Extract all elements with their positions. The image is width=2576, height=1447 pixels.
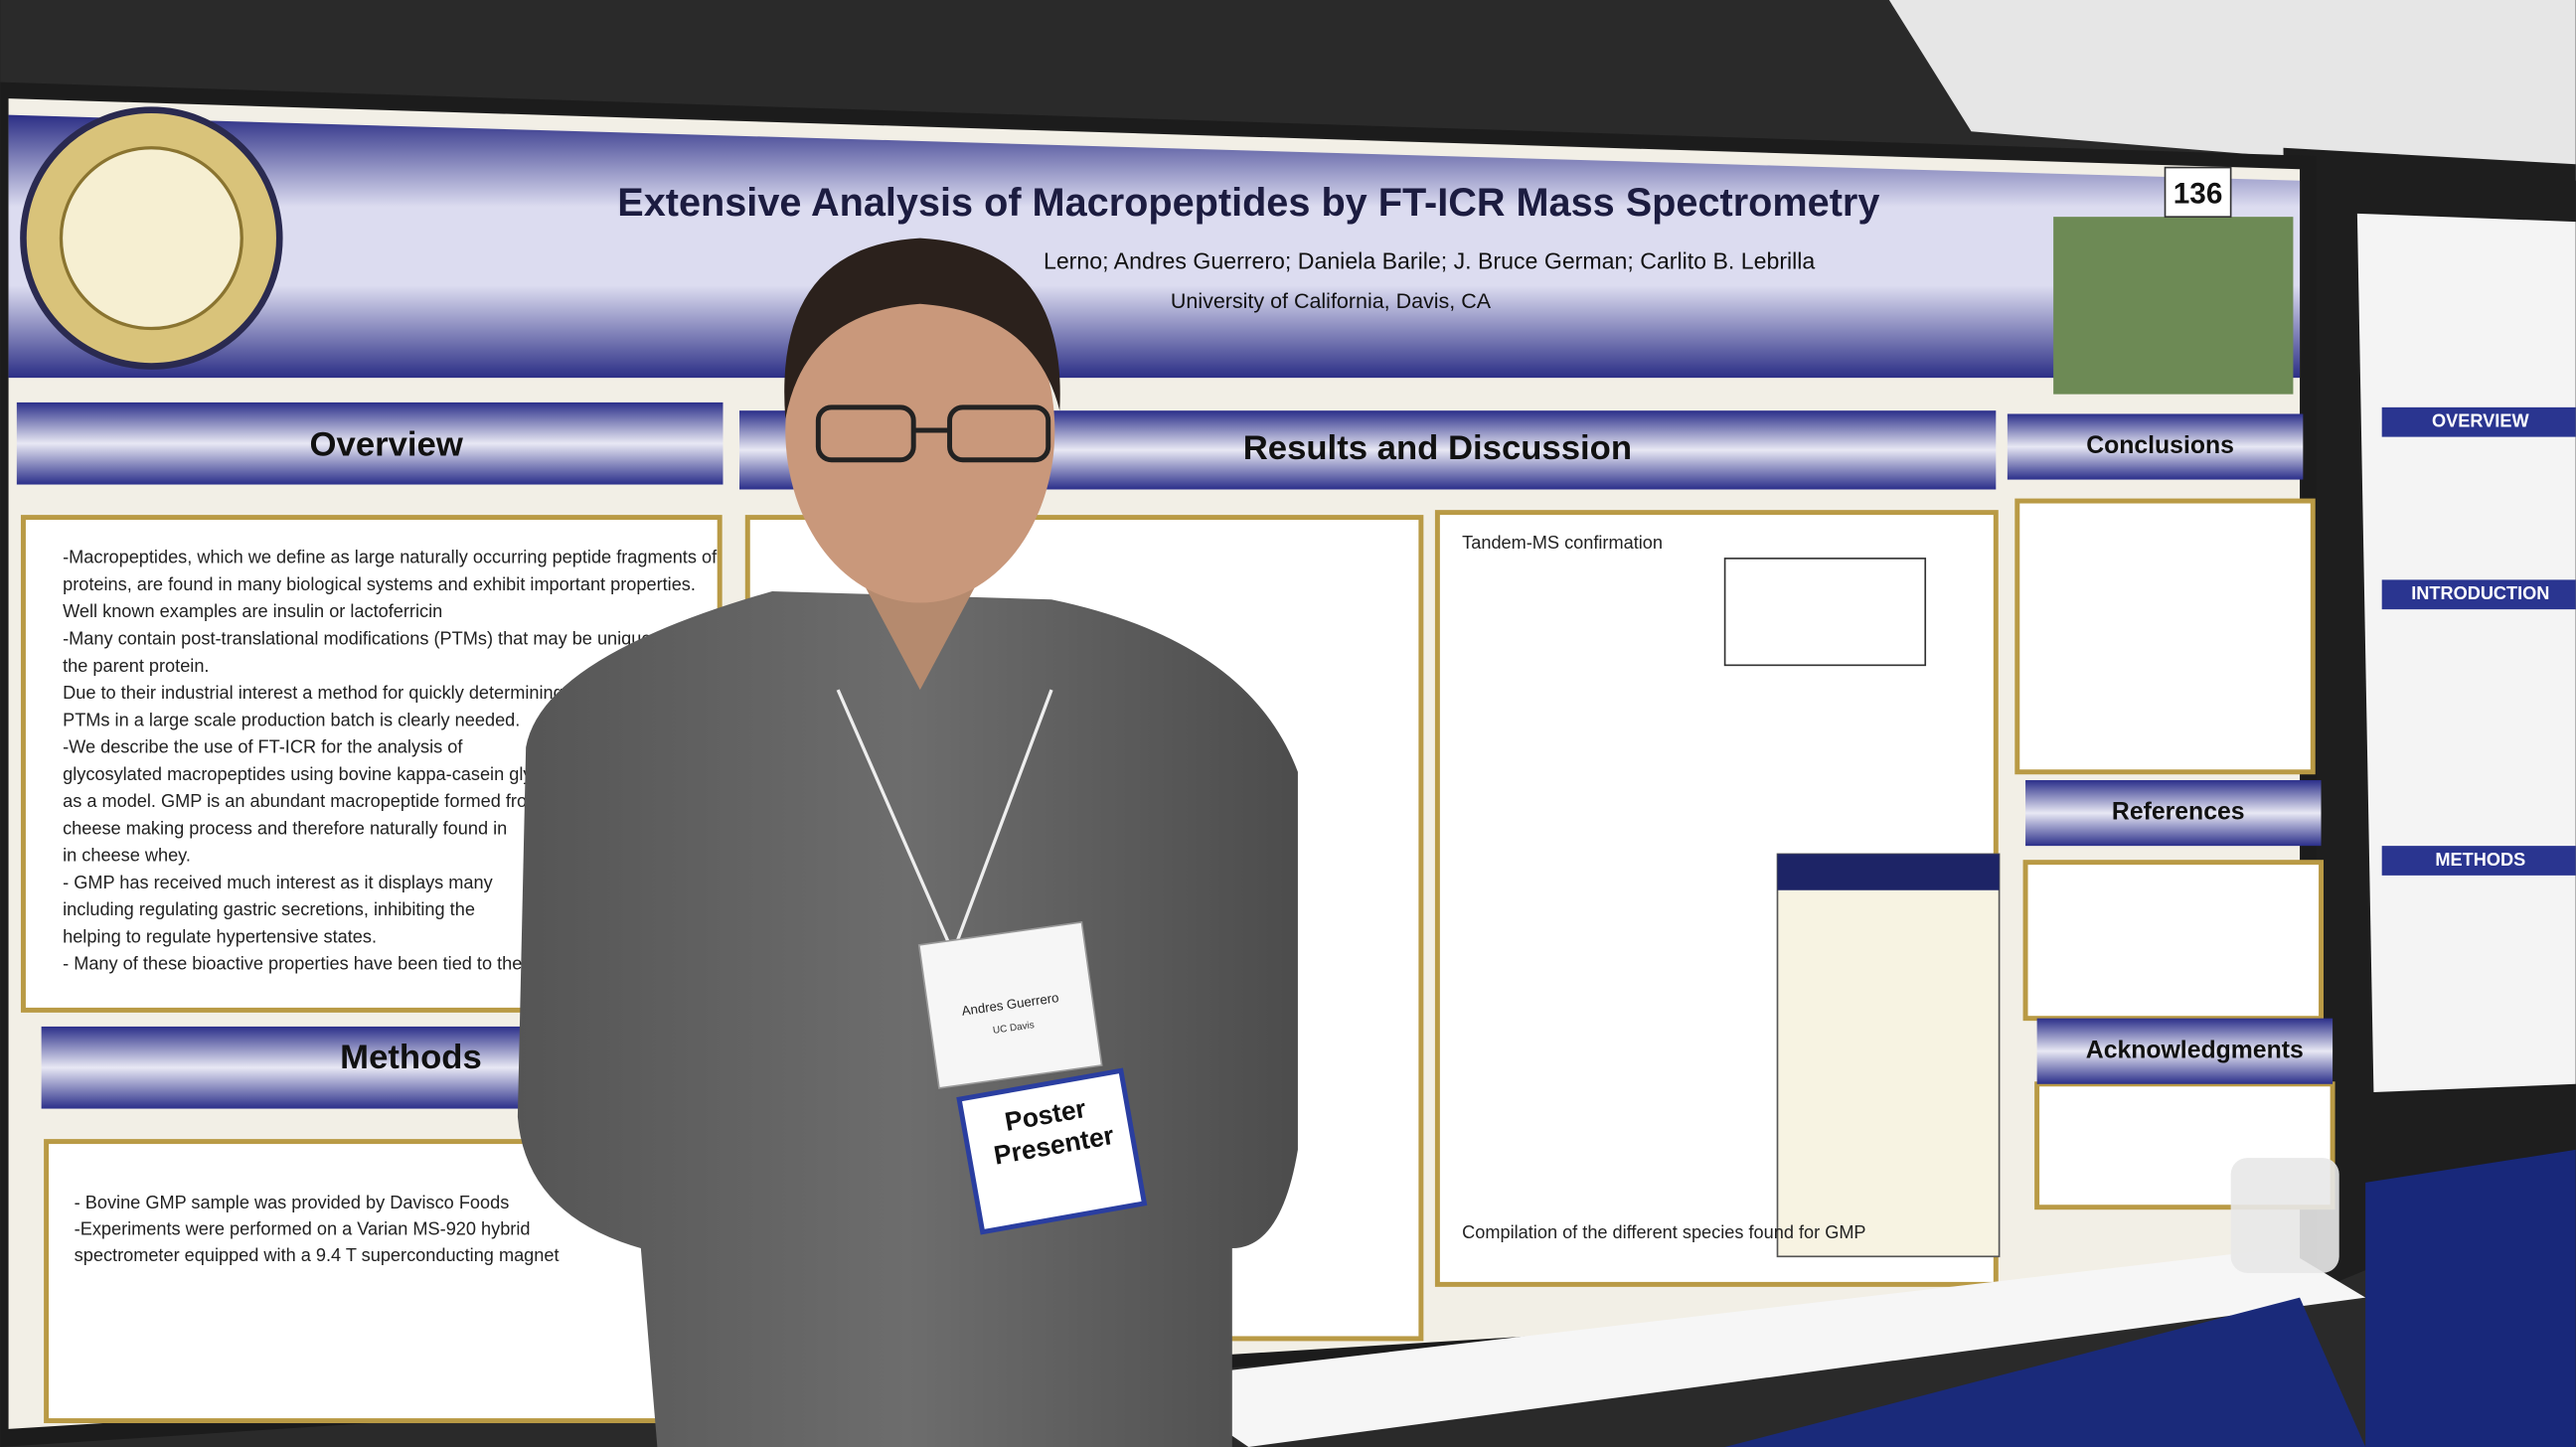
section-line: -Experiments were performed on a Varian … (75, 1219, 531, 1239)
section-line: Compilation of the different species fou… (1462, 1222, 1865, 1242)
table-cloth (1150, 1248, 2366, 1447)
section-line: cheese making process and therefore natu… (63, 818, 507, 838)
person-shirt (517, 590, 1298, 1447)
table-skirt-right (2365, 1149, 2576, 1447)
section-heading: References (2112, 799, 2245, 826)
badge-card (917, 920, 1103, 1089)
section-line: spectrometer equipped with a 9.4 T super… (75, 1245, 560, 1265)
section-line: -Many contain post-translational modific… (63, 629, 693, 649)
poster-authors: Lerno; Andres Guerrero; Daniela Barile; … (1044, 248, 1815, 274)
section-line: as a model. GMP is an abundant macropept… (63, 791, 542, 811)
section-heading: Conclusions (2086, 432, 2234, 459)
right-poster-heading: INTRODUCTION (2411, 583, 2549, 603)
booth-sign (2164, 166, 2232, 218)
spectrum-inset (1723, 558, 1927, 667)
section-heading: Results and Discussion (1243, 429, 1632, 467)
section-line: -Macropeptides, which we define as large… (63, 548, 718, 567)
section-line: the parent protein. (63, 656, 209, 676)
poster-header (8, 114, 2301, 379)
glasses-right (947, 404, 1051, 463)
ribbon: Poster Presenter (956, 1067, 1148, 1235)
section-line: -We describe the use of FT-ICR for the a… (63, 737, 463, 757)
section-line: including regulating gastric secretions,… (63, 899, 475, 919)
right-poster-heading: METHODS (2435, 850, 2525, 870)
section-band (2025, 780, 2322, 847)
section-heading: Methods (340, 1039, 482, 1076)
section-heading: Overview (310, 426, 464, 464)
water-jug (2230, 1158, 2339, 1273)
right-poster-band (2381, 579, 2576, 610)
section-band (2007, 413, 2304, 480)
section-line: in cheese whey. (63, 846, 191, 866)
section-line: Due to their industrial interest a metho… (63, 683, 593, 703)
section-line: - GMP has received much interest as it d… (63, 873, 493, 892)
wall (1888, 0, 2576, 181)
section-line: - Many of these bioactive properties hav… (63, 954, 522, 974)
person-hair (784, 238, 1060, 419)
section-band (2036, 1018, 2334, 1084)
section-band (16, 402, 724, 485)
seal-inner (59, 146, 243, 331)
group-photo (2053, 217, 2294, 395)
section-heading: Acknowledgments (2086, 1037, 2304, 1063)
badge: Andres Guerrero UC Davis (917, 920, 1103, 1089)
right-poster-heading: OVERVIEW (2432, 411, 2529, 431)
poster-title: Extensive Analysis of Macropeptides by F… (617, 181, 1879, 225)
section-line: glycosylated macropeptides using bovine … (63, 764, 661, 784)
section-line: Well known examples are insulin or lacto… (63, 601, 442, 621)
species-table-header (1777, 854, 2000, 890)
species-table (1776, 853, 2001, 1258)
section-line: Tandem-MS confirmation (1462, 533, 1663, 553)
section-line: PTMs in a large scale production batch i… (63, 710, 520, 729)
references-panel (2022, 860, 2325, 1022)
section-line: proteins, are found in many biological s… (63, 574, 696, 594)
conclusions-panel (2014, 498, 2316, 775)
section-line: - Bovine GMP sample was provided by Davi… (75, 1193, 510, 1212)
ribbon-card (956, 1067, 1148, 1235)
poster-affiliation: University of California, Davis, CA (1171, 289, 1492, 313)
table-skirt (1724, 1297, 2366, 1447)
section-line: helping to regulate hypertensive states. (63, 926, 377, 946)
right-poster-band (2381, 846, 2576, 876)
booth-number: 136 (2174, 178, 2223, 211)
right-poster-band (2381, 406, 2576, 437)
glasses-left (815, 404, 916, 463)
right-poster (2356, 213, 2576, 1093)
